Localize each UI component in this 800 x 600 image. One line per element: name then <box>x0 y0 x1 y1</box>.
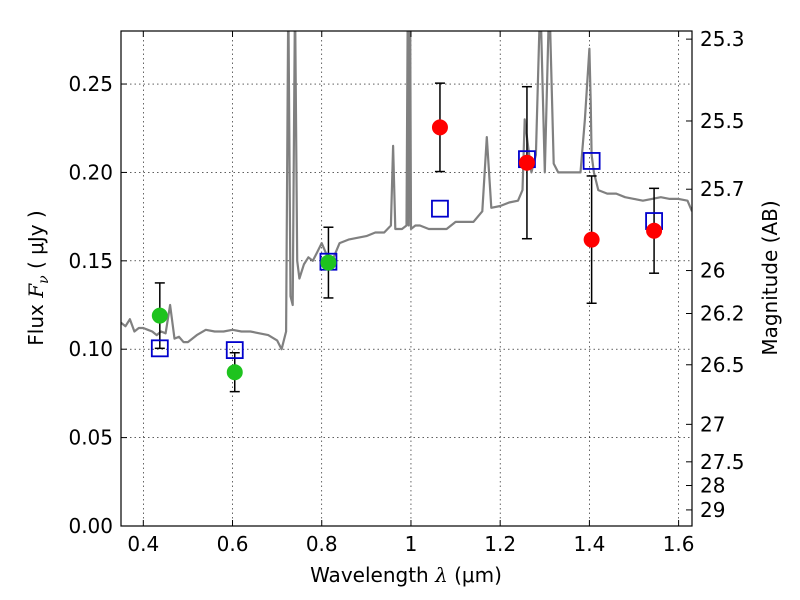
x-tick-label: 0.4 <box>127 532 159 556</box>
right-tick-label: 28 <box>700 474 725 498</box>
data-point <box>583 231 600 248</box>
x-tick-label: 0.6 <box>217 532 249 556</box>
data-point <box>320 254 337 271</box>
x-tick-label: 1.2 <box>484 532 516 556</box>
y-axis-title-unit: ( μJy ) <box>24 210 48 275</box>
right-tick-label: 26.5 <box>700 353 745 377</box>
x-axis-title-prefix: Wavelength <box>310 563 435 587</box>
y-tick-label: 0.20 <box>68 160 113 184</box>
y-axis-title-prefix: Flux <box>24 298 48 346</box>
plot-frame <box>120 30 693 527</box>
y-tick-label: 0.10 <box>68 337 113 361</box>
right-tick-label: 25.7 <box>700 177 745 201</box>
x-tick-label: 1.6 <box>663 532 695 556</box>
right-tick-label: 27 <box>700 412 725 436</box>
data-point <box>151 307 168 324</box>
x-tick-label: 1 <box>405 532 418 556</box>
right-tick-label: 25.3 <box>700 27 745 51</box>
y-axis-title: Flux Fν ( μJy ) <box>24 210 52 345</box>
x-tick-label: 1.4 <box>573 532 605 556</box>
right-axis-title: Magnitude (AB) <box>758 200 782 355</box>
model-square-point <box>225 341 244 359</box>
marker-layer <box>150 119 663 381</box>
data-point <box>646 222 663 239</box>
y-axis-title-subscript: ν <box>36 275 52 284</box>
spectrum-line <box>121 31 692 351</box>
x-axis-title-unit: (μm) <box>448 563 502 587</box>
right-tick-label: 25.5 <box>700 109 745 133</box>
y-tick-label: 0.00 <box>68 514 113 538</box>
y-tick-label: 0.15 <box>68 249 113 273</box>
data-point <box>226 364 243 381</box>
x-axis-title-symbol: λ <box>434 563 448 587</box>
x-tick-label: 0.8 <box>306 532 338 556</box>
right-tick-label: 26 <box>700 259 725 283</box>
model-square-point <box>582 152 601 170</box>
data-point <box>518 154 535 171</box>
right-tick-label: 29 <box>700 498 725 522</box>
series-layer <box>121 31 692 351</box>
model-square-point <box>431 199 449 218</box>
right-tick-label: 26.2 <box>700 302 745 326</box>
data-point <box>431 119 448 136</box>
y-tick-label: 0.05 <box>68 426 113 450</box>
y-axis-title-symbol: F <box>24 283 48 299</box>
x-axis-title: Wavelength λ (μm) <box>310 563 502 587</box>
ticks: 0.4 0.6 0.8 1 1.2 1.4 1.6 0.00 0.05 0.10 0.15 0.20 0… <box>68 27 744 556</box>
right-tick-label: 27.5 <box>700 450 745 474</box>
y-tick-label: 0.25 <box>68 72 113 96</box>
model-square-point <box>150 339 169 358</box>
